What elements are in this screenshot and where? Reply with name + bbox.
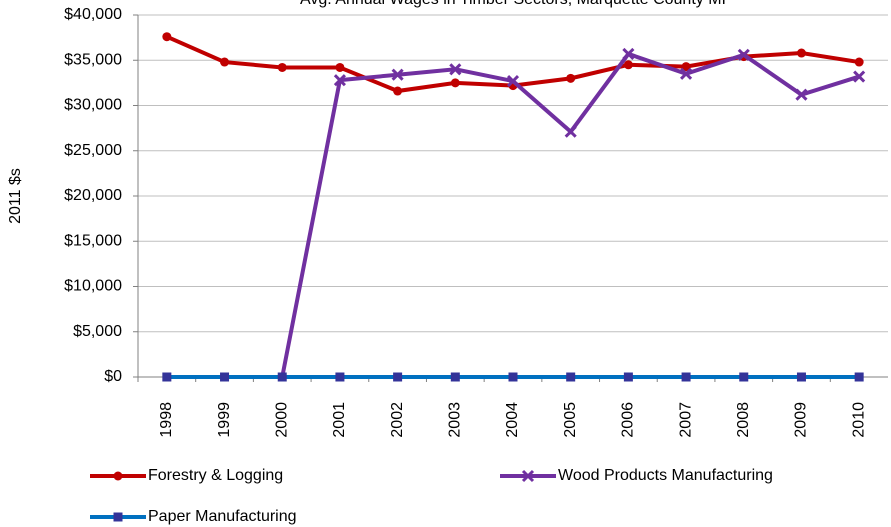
point (162, 32, 172, 42)
point (566, 372, 576, 382)
y-tick-label: $0 (104, 368, 122, 385)
y-tick-label: $20,000 (64, 187, 122, 204)
x-tick-label: 2008 (735, 402, 752, 438)
point (680, 67, 693, 80)
x-tick-label: 1999 (216, 402, 233, 438)
chart-title: Avg. Annual Wages in Timber Sectors, Mar… (300, 0, 726, 8)
x-tick-label: 2007 (677, 402, 694, 438)
point (450, 78, 460, 88)
point (623, 60, 633, 70)
point (162, 372, 172, 382)
point (796, 372, 806, 382)
x-tick-label: 2004 (504, 402, 521, 438)
point (220, 57, 230, 67)
legend-label: Wood Products Manufacturing (558, 467, 773, 484)
y-tick-label: $15,000 (64, 232, 122, 249)
point (333, 74, 346, 87)
point (566, 73, 576, 83)
x-tick-label: 2001 (331, 402, 348, 438)
x-tick-label: 2003 (447, 402, 464, 438)
x-tick-label: 2002 (389, 402, 406, 438)
point (739, 372, 749, 382)
legend-marker (521, 469, 535, 483)
y-tick-label: $30,000 (64, 97, 122, 114)
point (681, 62, 691, 72)
y-tick-label: $40,000 (64, 6, 122, 23)
legend-marker (113, 471, 123, 481)
point (623, 372, 633, 382)
point (277, 62, 287, 72)
legend-label: Forestry & Logging (148, 467, 283, 484)
point (335, 372, 345, 382)
x-tick-label: 2006 (620, 402, 637, 438)
point (622, 47, 635, 60)
x-tick-label: 2000 (273, 402, 290, 438)
y-tick-label: $5,000 (73, 323, 122, 340)
y-tick-label: $35,000 (64, 51, 122, 68)
point (450, 372, 460, 382)
point (564, 125, 577, 138)
series-line (280, 51, 860, 378)
point (681, 372, 691, 382)
point (393, 372, 403, 382)
point (335, 62, 345, 72)
point (853, 70, 866, 83)
point (506, 75, 520, 88)
point (854, 372, 864, 382)
point (796, 48, 806, 58)
point (795, 88, 808, 101)
y-tick-label: $25,000 (64, 142, 122, 159)
legend-label: Paper Manufacturing (148, 508, 297, 525)
x-tick-label: 2009 (793, 402, 810, 438)
y-tick-label: $10,000 (64, 278, 122, 295)
point (393, 86, 403, 96)
point (391, 68, 404, 81)
point (277, 372, 287, 382)
x-tick-label: 1998 (158, 402, 175, 438)
point (220, 372, 230, 382)
x-tick-label: 2005 (562, 402, 579, 438)
point (854, 57, 864, 67)
point (449, 63, 462, 76)
point (737, 48, 750, 61)
legend-marker (113, 512, 123, 522)
point (508, 372, 518, 382)
y-axis-title: 2011 $s (7, 168, 24, 224)
x-tick-label: 2010 (850, 402, 867, 438)
